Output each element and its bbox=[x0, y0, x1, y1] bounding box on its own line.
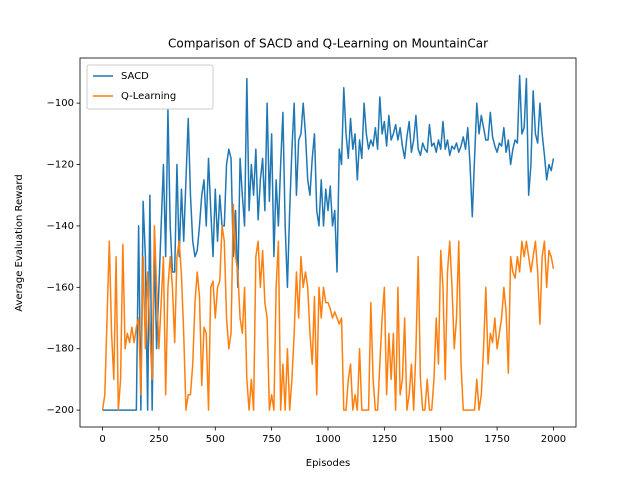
x-tick-label: 1250 bbox=[372, 434, 397, 445]
x-tick-label: 2000 bbox=[541, 434, 566, 445]
series-line bbox=[102, 74, 555, 411]
y-tick-label: −200 bbox=[47, 405, 74, 416]
axes-frame bbox=[79, 57, 577, 428]
x-tick-label: 1500 bbox=[428, 434, 453, 445]
legend-box bbox=[86, 64, 214, 110]
x-tick-label: 1000 bbox=[315, 434, 340, 445]
x-tick-label: 750 bbox=[262, 434, 281, 445]
y-tick-label: −140 bbox=[47, 221, 74, 232]
y-tick-label: −160 bbox=[47, 282, 74, 293]
y-tick-label: −120 bbox=[47, 160, 74, 171]
x-tick-label: 0 bbox=[99, 434, 105, 445]
x-tick-label: 250 bbox=[149, 434, 168, 445]
x-tick-label: 500 bbox=[206, 434, 225, 445]
chart-title: Comparison of SACD and Q-Learning on Mou… bbox=[168, 37, 488, 51]
legend-label: SACD bbox=[121, 71, 149, 82]
x-axis-label: Episodes bbox=[306, 458, 350, 469]
y-tick-label: −100 bbox=[47, 98, 74, 109]
y-tick-label: −180 bbox=[47, 344, 74, 355]
legend-label: Q-Learning bbox=[121, 91, 176, 102]
x-tick-label: 1750 bbox=[484, 434, 509, 445]
y-axis-label: Average Evaluation Reward bbox=[14, 174, 25, 311]
series-line bbox=[101, 203, 555, 411]
